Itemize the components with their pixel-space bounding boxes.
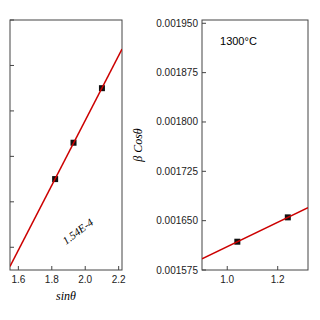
fit-line — [202, 208, 308, 259]
y-tick — [10, 201, 14, 202]
chart-root: 1.6 1.8 2.0 2.2 1.54E-4 sinθ 1.0 1.2 0.001575 0.0… — [0, 0, 320, 320]
y-tick — [202, 220, 206, 221]
x-axis-label: sinθ — [56, 289, 76, 303]
y-tick — [202, 121, 206, 122]
y-tick — [10, 247, 14, 248]
plot-data — [10, 49, 122, 266]
plot-frame — [202, 20, 308, 270]
y-tick — [10, 20, 14, 21]
y-tick-label: 0.001800 — [156, 116, 198, 127]
x-tick — [51, 266, 52, 270]
x-tick — [227, 266, 228, 270]
y-tick-label: 0.001575 — [156, 265, 198, 276]
x-tick-label: 2.2 — [112, 274, 126, 285]
plot-data — [202, 208, 308, 259]
x-tick — [85, 266, 86, 270]
y-tick — [10, 65, 14, 66]
x-tick-label: 1.0 — [220, 274, 234, 285]
y-tick-label: 0.001875 — [156, 67, 198, 78]
annotation: 1300°C — [220, 35, 257, 47]
fit-line — [10, 49, 122, 266]
x-tick-label: 1.2 — [271, 274, 285, 285]
y-tick — [10, 156, 14, 157]
annotation: 1.54E-4 — [60, 216, 96, 247]
y-tick-label: 0.001650 — [156, 215, 198, 226]
x-tick-label: 1.6 — [11, 274, 25, 285]
x-tick — [118, 266, 119, 270]
y-tick — [202, 72, 206, 73]
y-tick — [10, 110, 14, 111]
y-tick — [202, 171, 206, 172]
x-tick-label: 2.0 — [78, 274, 92, 285]
x-tick — [277, 266, 278, 270]
y-tick-label: 0.001725 — [156, 166, 198, 177]
y-tick-label: 0.001950 — [156, 18, 198, 29]
panel: 1.0 1.2 0.001575 0.001650 0.001725 0.001800 0.… — [131, 18, 308, 285]
y-axis-label: β Cosθ — [131, 128, 145, 163]
y-tick — [202, 23, 206, 24]
x-tick-label: 1.8 — [45, 274, 59, 285]
panel: 1.6 1.8 2.0 2.2 1.54E-4 sinθ — [10, 20, 126, 303]
x-tick — [18, 266, 19, 270]
plot-frame — [10, 20, 122, 270]
y-tick — [202, 270, 206, 271]
